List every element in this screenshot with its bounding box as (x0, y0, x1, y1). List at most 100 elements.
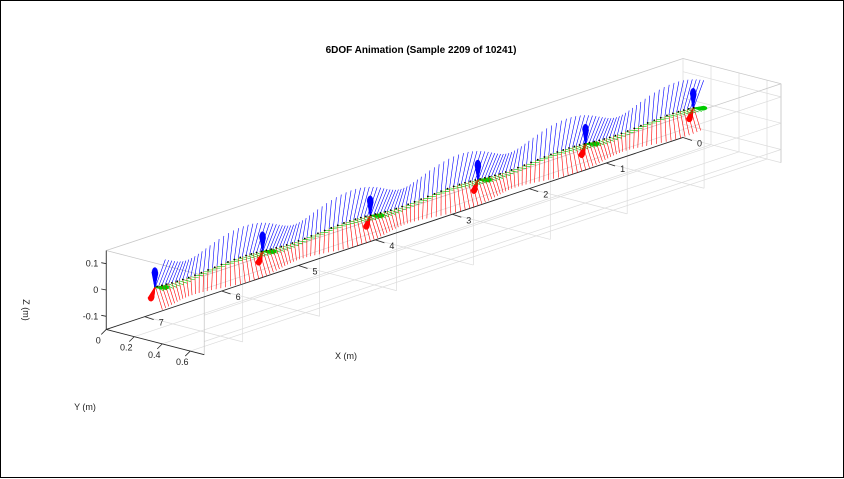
x-vector (230, 261, 231, 286)
path-point (227, 261, 229, 263)
x-tick-mark (606, 163, 615, 166)
z-vector (531, 138, 533, 163)
z-vector (518, 146, 522, 167)
path-point (489, 176, 491, 178)
path-point (453, 186, 455, 188)
path-point (530, 162, 532, 164)
y-tick-label: 0.6 (176, 357, 189, 367)
z-vector (320, 206, 322, 232)
path-point (401, 206, 403, 208)
path-point (221, 264, 223, 266)
z-vector (208, 245, 210, 270)
x-vector (221, 265, 222, 289)
x-tick-label: 2 (543, 190, 548, 200)
box-edge (683, 59, 781, 84)
x-vector (436, 193, 437, 217)
path-point (568, 147, 570, 149)
z-tick-label: 0 (93, 285, 98, 295)
path-point (261, 250, 263, 252)
path-point (214, 266, 216, 268)
path-point (584, 143, 586, 145)
path-point (499, 173, 501, 175)
z-vector (354, 188, 361, 220)
z-tick-mark (101, 315, 106, 316)
path-point (265, 249, 267, 251)
path-point (365, 215, 367, 217)
path-point (537, 159, 539, 161)
x-vector (465, 183, 470, 209)
path-point (355, 218, 357, 220)
path-point (678, 111, 680, 113)
x-vector (324, 230, 325, 253)
path-point (207, 269, 209, 271)
z-vector (527, 141, 529, 164)
grid-line (204, 97, 781, 289)
x-vector (661, 118, 662, 143)
path-point (484, 177, 486, 179)
x-vector (573, 147, 578, 173)
z-vector (465, 151, 473, 182)
x-tick-mark (683, 137, 692, 140)
path-point (464, 182, 466, 184)
x-vector (450, 188, 451, 214)
path-point (292, 242, 294, 244)
x-vector (431, 195, 432, 218)
path-point (156, 286, 158, 288)
y-vector (553, 154, 561, 155)
y-vector (661, 118, 669, 119)
path-point (609, 136, 611, 138)
path-point (474, 179, 476, 181)
chart-title: 6DOF Animation (Sample 2209 of 10241) (326, 45, 517, 56)
z-vector (428, 170, 430, 196)
path-point (414, 201, 416, 203)
z-vector (250, 223, 258, 254)
x-tick-label: 5 (313, 266, 318, 276)
z-vector (325, 203, 327, 230)
x-vector (569, 148, 573, 174)
x-vector (647, 123, 648, 146)
y-tick-mark (101, 329, 106, 334)
x-vector (246, 256, 250, 282)
z-vector (656, 90, 659, 120)
path-point (666, 115, 668, 117)
z-vector (419, 177, 421, 200)
path-point (251, 253, 253, 255)
z-vector (204, 248, 206, 271)
z-vector (329, 200, 331, 229)
data-layer (148, 79, 707, 309)
z-vector (357, 187, 365, 218)
x-vector (565, 149, 568, 175)
x-tick-label: 0 (697, 138, 702, 148)
z-vector (613, 116, 619, 136)
x-vector (544, 157, 545, 181)
x-vector (410, 203, 411, 222)
x-vector (651, 121, 652, 145)
path-point (171, 282, 173, 284)
path-point (304, 238, 306, 240)
z-vector (423, 174, 425, 199)
path-point (161, 284, 163, 286)
z-tick-label: 0.1 (86, 259, 99, 269)
path-point (505, 171, 507, 173)
x-vector (458, 185, 461, 211)
z-vector (677, 80, 684, 112)
x-tick-label: 1 (620, 164, 625, 174)
path-point (683, 109, 685, 111)
path-point (653, 119, 655, 121)
path-point (201, 272, 203, 274)
z-vector (522, 144, 525, 166)
z-vector (506, 152, 512, 172)
path-point (256, 252, 258, 254)
z-vector (213, 242, 215, 268)
x-vector (328, 229, 329, 253)
z-vector (410, 182, 414, 203)
z-vector (557, 121, 561, 152)
z-vector (195, 254, 199, 275)
path-point (593, 141, 595, 143)
x-vector (354, 220, 358, 246)
x-vector (626, 132, 627, 151)
z-vector (226, 233, 229, 263)
x-vector (557, 152, 558, 178)
